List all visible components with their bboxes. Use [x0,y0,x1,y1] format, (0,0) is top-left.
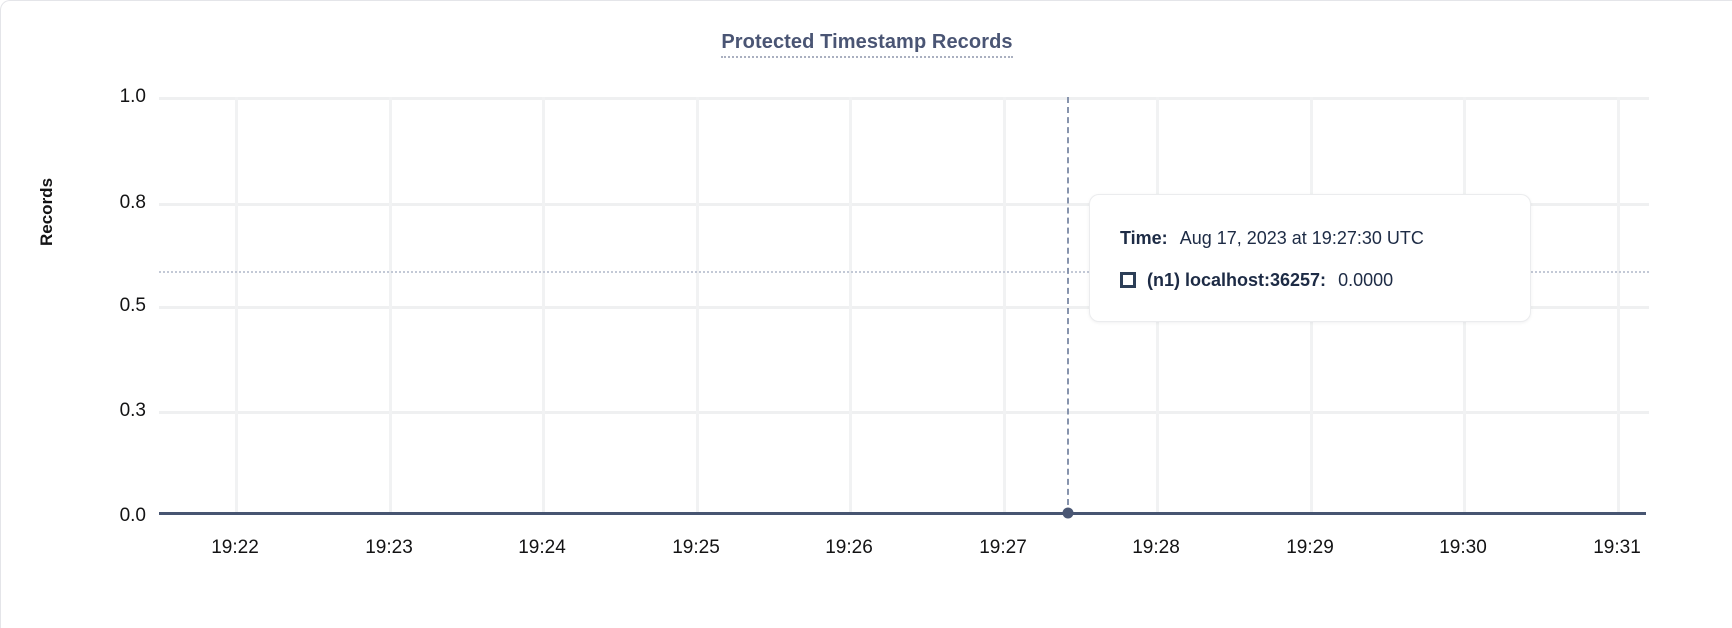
gridline-x-1 [389,97,392,515]
x-tick-label: 19:22 [211,537,259,558]
gridline-x-4 [849,97,852,515]
y-tick-label: 0.8 [119,192,146,213]
gridline-y-05 [159,306,1649,309]
tooltip-series-value: 0.0000 [1338,269,1394,290]
x-tick-label: 19:29 [1286,537,1334,558]
x-tick-label: 19:28 [1132,537,1180,558]
x-tick-label: 19:30 [1439,537,1487,558]
crosshair-horizontal [159,271,1649,273]
x-tick-label: 19:25 [672,537,720,558]
gridline-x-0 [235,97,238,515]
gridline-y-03 [159,411,1649,414]
x-tick-label: 19:26 [825,537,873,558]
page-title[interactable]: Protected Timestamp Records [1,31,1732,58]
gridline-x-3 [696,97,699,515]
y-tick-label: 1.0 [119,86,146,107]
tooltip-time-value: Aug 17, 2023 at 19:27:30 UTC [1179,227,1424,248]
y-tick-label: 0.5 [119,295,146,316]
plot-area[interactable] [159,97,1649,519]
y-tick-label: 0.0 [119,505,146,526]
series-swatch-icon [1120,272,1136,288]
series-line-n1[interactable] [159,512,1646,515]
gridline-y-1 [159,97,1649,100]
tooltip-time-row: Time: Aug 17, 2023 at 19:27:30 UTC [1120,217,1500,259]
x-tick-label: 19:24 [518,537,566,558]
series-point-hovered[interactable] [1062,507,1074,519]
y-tick-label: 0.3 [119,400,146,421]
gridline-y-08 [159,203,1649,206]
gridline-x-2 [542,97,545,515]
tooltip-series-label: (n1) localhost:36257: [1147,269,1327,290]
chart-title-text: Protected Timestamp Records [721,31,1013,58]
x-tick-label: 19:23 [365,537,413,558]
x-tick-label: 19:31 [1593,537,1641,558]
x-tick-label: 19:27 [979,537,1027,558]
tooltip-time-label: Time: [1120,227,1168,248]
gridline-x-5 [1003,97,1006,515]
gridline-x-9 [1617,97,1620,515]
crosshair-vertical [1067,97,1069,515]
hover-tooltip: Time: Aug 17, 2023 at 19:27:30 UTC (n1) … [1089,194,1531,322]
tooltip-series-row: (n1) localhost:36257: 0.0000 [1120,259,1500,301]
y-axis-label: Records [37,177,56,246]
